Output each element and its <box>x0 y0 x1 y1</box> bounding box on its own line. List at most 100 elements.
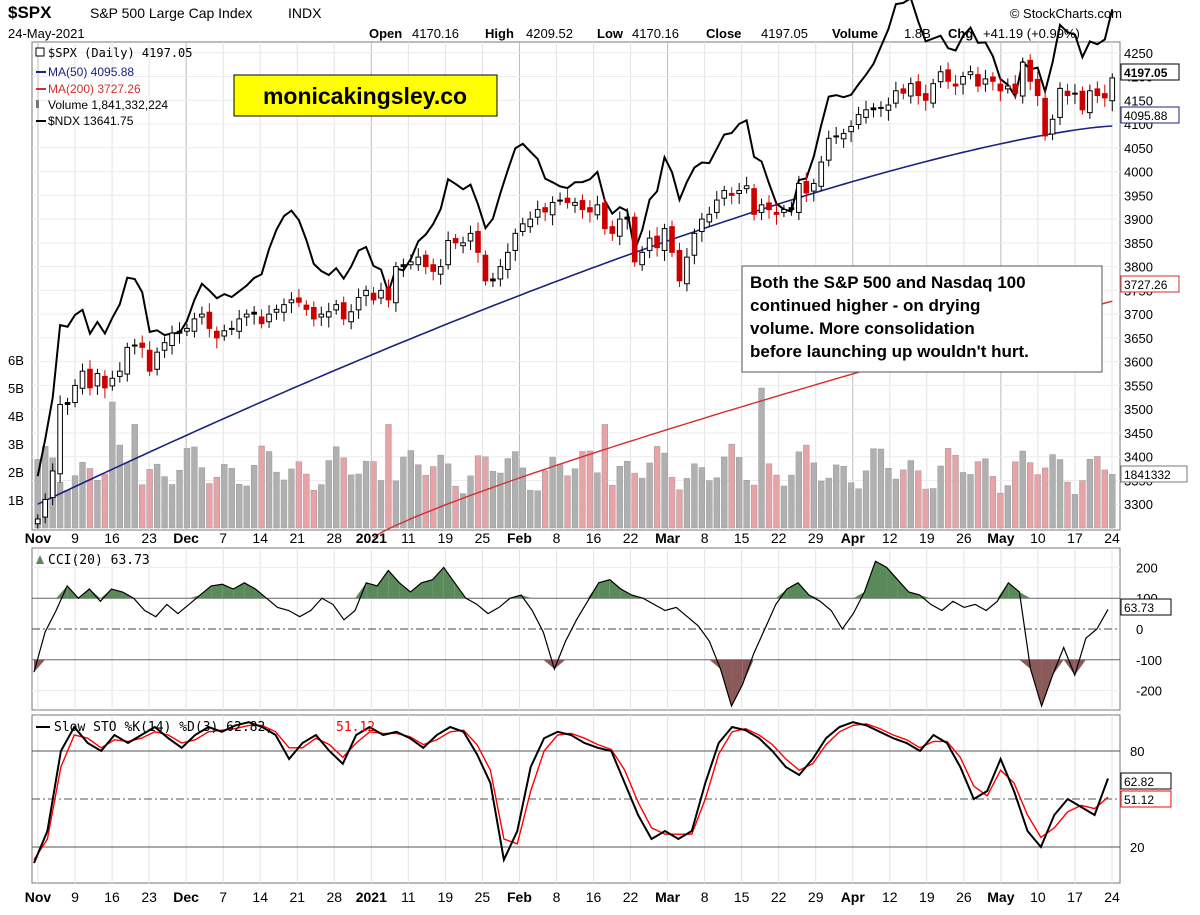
volume-bar <box>698 467 706 529</box>
price-y-tick: 3800 <box>1124 260 1153 275</box>
volume-bar <box>609 485 616 529</box>
candle-body <box>631 216 638 263</box>
volume-bar <box>997 492 1004 529</box>
sto-label-d: 51.12 <box>336 720 375 735</box>
candle-body <box>713 199 720 213</box>
cci-fill-pos <box>244 582 256 599</box>
volume-y-tick: 4B <box>8 409 24 424</box>
cci-label-swatch <box>36 555 44 564</box>
cci-path <box>33 560 1109 708</box>
legend-ndx: $NDX 13641.75 <box>48 114 134 128</box>
stod-tag: 51.12 <box>1124 793 1154 807</box>
candle-body <box>131 344 138 347</box>
volume-bar <box>810 462 817 529</box>
volume-bar <box>198 467 206 529</box>
candle-body <box>505 251 511 270</box>
volume-y-tick: 6B <box>8 353 24 368</box>
candle-body <box>1109 77 1116 102</box>
candle-body <box>184 327 190 332</box>
candle-body <box>1057 87 1063 118</box>
candle-body <box>1094 88 1101 97</box>
sto-d-path <box>33 723 1109 861</box>
volume-bar <box>168 484 176 529</box>
price-x-tick: 7 <box>219 530 227 546</box>
price-x-tick: 29 <box>808 530 824 546</box>
cci-fill-neg <box>720 659 732 706</box>
volume-bar <box>430 466 437 529</box>
cci-fill-pos <box>521 595 533 599</box>
volume-bar <box>1019 450 1026 529</box>
axis-labels: Nov Nov 9 9 16 16 23 23 Dec Dec 7 7 14 14 21 21 28 28 2021… <box>8 46 1162 905</box>
date-text: 24-May-2021 <box>8 26 85 41</box>
ohlc-readout: Open 4170.16 High 4209.52 Low 4170.16 Cl… <box>369 26 1080 41</box>
volume-bar <box>840 465 847 529</box>
close-label: Close <box>706 26 741 41</box>
volume-bar <box>1064 481 1071 529</box>
volume-bar <box>691 463 698 529</box>
candle-body <box>363 289 369 297</box>
volume-bar <box>870 448 877 529</box>
cci-fill-pos <box>432 567 444 599</box>
candle-body <box>191 318 198 332</box>
volume-bar <box>683 478 691 529</box>
price-legend: $SPX (Daily) 4197.05 MA(50) 4095.88 MA(2… <box>35 46 193 128</box>
candle-body <box>1019 61 1026 97</box>
volume-bar <box>1109 474 1116 529</box>
price-x-tick: Mar <box>655 530 680 546</box>
volume-bar <box>594 472 601 529</box>
candle-body <box>303 304 310 310</box>
open-label: Open <box>369 26 402 41</box>
price-x-tick: 25 <box>475 530 491 546</box>
watermark-text: monicakingsley.co <box>263 83 467 109</box>
candle-body <box>1087 90 1093 114</box>
symbol-title: $SPX <box>8 3 52 22</box>
candle-body <box>102 375 108 389</box>
candle-body <box>117 370 123 377</box>
cci-line <box>33 560 1109 708</box>
volume-bar <box>855 488 862 529</box>
volume-bar <box>109 401 116 529</box>
price-y-tick: 4000 <box>1124 165 1153 180</box>
price-x-tick: 28 <box>326 530 342 546</box>
volume-bar <box>407 450 414 529</box>
cci-fill-pos <box>56 585 68 599</box>
volume-bar <box>601 424 609 529</box>
price-x-tick: 10 <box>1030 530 1046 546</box>
candle-body <box>42 498 49 518</box>
candle-body <box>661 228 668 251</box>
volume-bar <box>94 480 101 529</box>
price-y-tick: 3850 <box>1124 236 1153 251</box>
candle-body <box>214 330 220 339</box>
candle-body <box>385 287 392 301</box>
cci-fill-pos <box>233 582 245 599</box>
candle-body <box>751 188 757 215</box>
price-x-tick: 8 <box>701 530 709 546</box>
price-y-tick: 4250 <box>1124 46 1153 61</box>
cci-label: CCI(20) 63.73 <box>48 553 150 568</box>
volume-legend-swatch <box>36 100 39 108</box>
volume-bar <box>676 489 683 529</box>
cci-tag: 63.73 <box>1124 601 1154 615</box>
volume-bar <box>444 463 452 529</box>
volume-bar <box>982 458 989 529</box>
candle-body <box>1072 92 1078 95</box>
candle-body <box>273 308 280 313</box>
volume-bar <box>519 467 526 529</box>
volume-bar <box>86 468 94 529</box>
volume-bar <box>191 446 198 529</box>
volume-bar <box>527 489 534 529</box>
value-tags: 4197.05 4095.88 3727.26 1841332 63.73 62… <box>1120 63 1188 808</box>
volume-bar <box>1086 458 1094 529</box>
volume-bar <box>347 474 355 529</box>
candle-body <box>833 135 839 138</box>
ma50-line <box>37 125 1113 505</box>
candle-body <box>721 190 728 199</box>
volume-bar <box>340 457 347 529</box>
volume-bar <box>743 480 750 529</box>
candle-body <box>997 83 1004 92</box>
symbol-name: S&P 500 Large Cap Index <box>90 5 252 21</box>
candle-body <box>497 266 504 280</box>
ma50-path <box>37 125 1113 505</box>
ma200-tag-box <box>1120 275 1180 293</box>
